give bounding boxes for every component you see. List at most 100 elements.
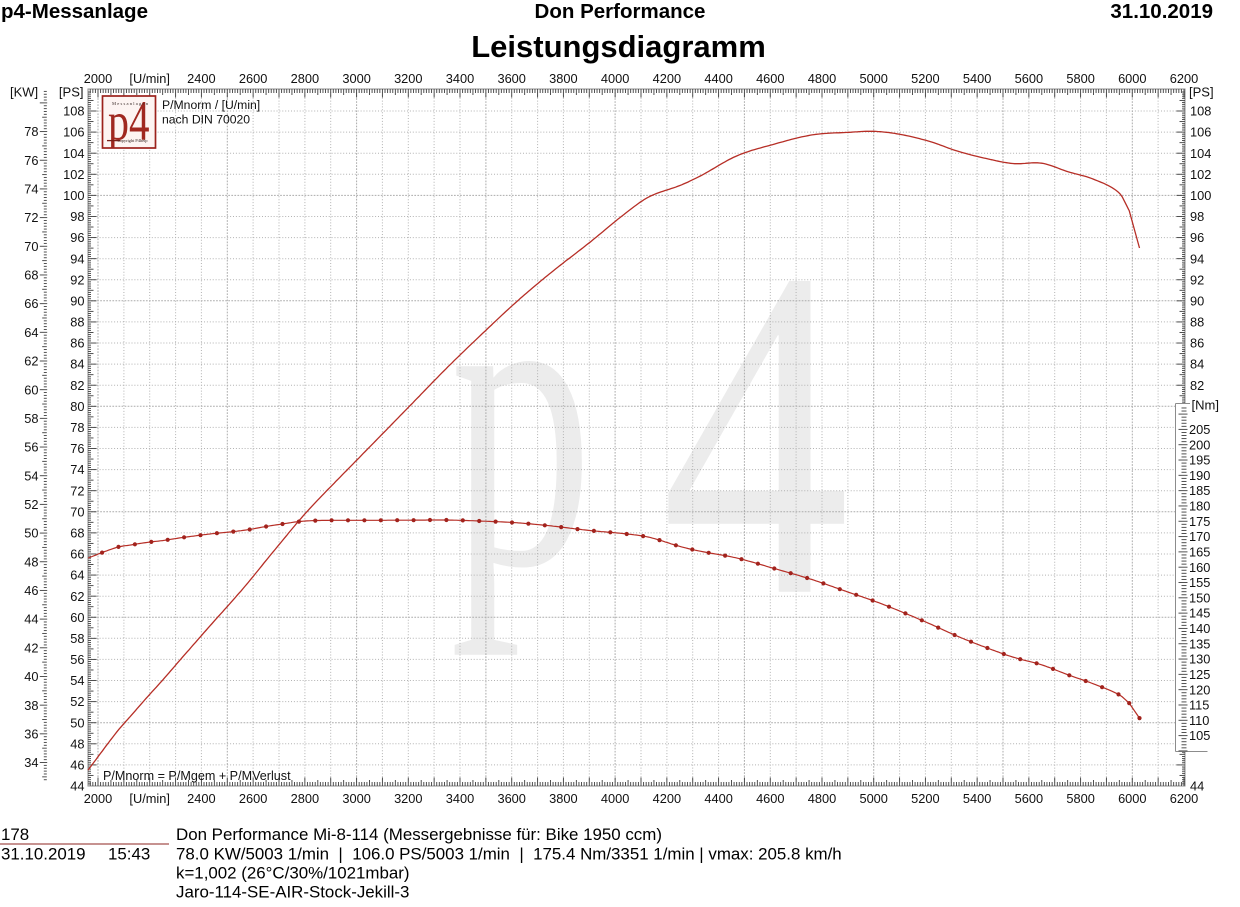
svg-text:68: 68 (24, 268, 38, 283)
svg-text:98: 98 (1190, 209, 1204, 224)
svg-text:78: 78 (24, 124, 38, 139)
svg-text:p4-Messanlage: p4-Messanlage (1, 0, 148, 23)
svg-text:104: 104 (1190, 146, 1211, 161)
svg-text:3400: 3400 (446, 791, 474, 806)
svg-text:4800: 4800 (808, 791, 836, 806)
svg-text:3000: 3000 (342, 791, 370, 806)
svg-text:5200: 5200 (911, 791, 939, 806)
svg-text:72: 72 (70, 483, 84, 498)
svg-text:3200: 3200 (394, 791, 422, 806)
svg-text:52: 52 (70, 694, 84, 709)
svg-text:44: 44 (24, 612, 38, 627)
svg-text:4600: 4600 (756, 791, 784, 806)
svg-text:p: p (108, 92, 129, 152)
svg-text:90: 90 (1190, 293, 1204, 308)
svg-text:54: 54 (70, 673, 84, 688)
svg-text:92: 92 (70, 272, 84, 287)
svg-text:104: 104 (63, 146, 84, 161)
svg-text:5200: 5200 (911, 71, 939, 86)
svg-text:82: 82 (1190, 378, 1204, 393)
svg-text:[Nm]: [Nm] (1192, 398, 1219, 413)
svg-text:[U/min]: [U/min] (129, 791, 170, 806)
svg-text:54: 54 (24, 468, 38, 483)
svg-text:74: 74 (24, 182, 38, 197)
svg-text:90: 90 (70, 293, 84, 308)
svg-text:170: 170 (1189, 529, 1210, 544)
svg-text:110: 110 (1189, 713, 1209, 728)
svg-text:135: 135 (1189, 636, 1210, 651)
svg-text:2000: 2000 (84, 71, 112, 86)
svg-text:190: 190 (1189, 468, 1210, 483)
svg-text:Jaro-114-SE-AIR-Stock-Jekill-3: Jaro-114-SE-AIR-Stock-Jekill-3 (176, 883, 409, 902)
svg-text:74: 74 (70, 462, 84, 477)
svg-text:76: 76 (24, 153, 38, 168)
svg-text:4000: 4000 (601, 71, 629, 86)
svg-text:84: 84 (1190, 357, 1204, 372)
svg-text:70: 70 (70, 504, 84, 519)
svg-text:2000: 2000 (84, 791, 112, 806)
svg-text:86: 86 (70, 336, 84, 351)
svg-text:175: 175 (1189, 514, 1210, 529)
svg-text:78.0 KW/5003 1/min | 106.0 P: 78.0 KW/5003 1/min | 106.0 PS/5003 1/min… (176, 845, 842, 864)
svg-text:46: 46 (70, 758, 84, 773)
svg-text:4400: 4400 (704, 71, 732, 86)
svg-text:140: 140 (1189, 621, 1210, 636)
svg-text:Don Performance Mi-8-114 (Mess: Don Performance Mi-8-114 (Messergebnisse… (176, 825, 662, 844)
svg-text:2600: 2600 (239, 71, 267, 86)
svg-text:3600: 3600 (497, 71, 525, 86)
svg-text:34: 34 (24, 755, 38, 770)
svg-text:k=1,002 (26°C/30%/1021mbar): k=1,002 (26°C/30%/1021mbar) (176, 864, 410, 883)
svg-text:60: 60 (70, 610, 84, 625)
svg-text:4000: 4000 (601, 791, 629, 806)
svg-text:160: 160 (1189, 560, 1210, 575)
svg-text:115: 115 (1189, 698, 1209, 713)
svg-text:50: 50 (70, 715, 84, 730)
svg-text:58: 58 (70, 631, 84, 646)
svg-text:64: 64 (70, 568, 84, 583)
svg-text:p: p (450, 181, 593, 657)
svg-text:6200: 6200 (1170, 791, 1198, 806)
svg-text:[PS]: [PS] (59, 85, 84, 100)
svg-text:100: 100 (63, 188, 84, 203)
svg-text:96: 96 (1190, 230, 1204, 245)
svg-text:56: 56 (24, 440, 38, 455)
svg-text:31.10.2019: 31.10.2019 (1110, 0, 1213, 23)
svg-text:Leistungsdiagramm: Leistungsdiagramm (471, 29, 766, 64)
svg-text:66: 66 (24, 296, 38, 311)
svg-text:62: 62 (24, 354, 38, 369)
svg-text:52: 52 (24, 497, 38, 512)
svg-text:86: 86 (1190, 336, 1204, 351)
svg-text:36: 36 (24, 726, 38, 741)
svg-text:3000: 3000 (342, 71, 370, 86)
svg-text:2800: 2800 (291, 71, 319, 86)
svg-text:180: 180 (1189, 499, 1210, 514)
svg-text:60: 60 (24, 382, 38, 397)
svg-text:84: 84 (70, 357, 84, 372)
svg-text:58: 58 (24, 411, 38, 426)
svg-text:50: 50 (24, 526, 38, 541)
svg-text:P/Mnorm = P/Mgem + P/MVerlust: P/Mnorm = P/Mgem + P/MVerlust (103, 769, 291, 783)
svg-text:98: 98 (70, 209, 84, 224)
svg-text:3600: 3600 (497, 791, 525, 806)
svg-text:3800: 3800 (549, 71, 577, 86)
svg-text:44: 44 (1190, 779, 1204, 794)
svg-text:155: 155 (1189, 575, 1210, 590)
svg-text:4200: 4200 (653, 71, 681, 86)
svg-text:[U/min]: [U/min] (129, 71, 170, 86)
svg-text:88: 88 (70, 315, 84, 330)
svg-text:80: 80 (70, 399, 84, 414)
svg-text:4400: 4400 (704, 791, 732, 806)
svg-text:62: 62 (70, 589, 84, 604)
svg-text:3200: 3200 (394, 71, 422, 86)
svg-text:4: 4 (129, 90, 150, 153)
svg-text:108: 108 (1190, 104, 1211, 119)
svg-text:6000: 6000 (1118, 791, 1146, 806)
svg-text:5000: 5000 (859, 791, 887, 806)
svg-text:185: 185 (1189, 483, 1210, 498)
svg-text:5000: 5000 (859, 71, 887, 86)
svg-text:120: 120 (1189, 682, 1210, 697)
svg-text:105: 105 (1189, 728, 1210, 743)
svg-text:3800: 3800 (549, 791, 577, 806)
svg-text:70: 70 (24, 239, 38, 254)
svg-text:200: 200 (1189, 437, 1210, 452)
